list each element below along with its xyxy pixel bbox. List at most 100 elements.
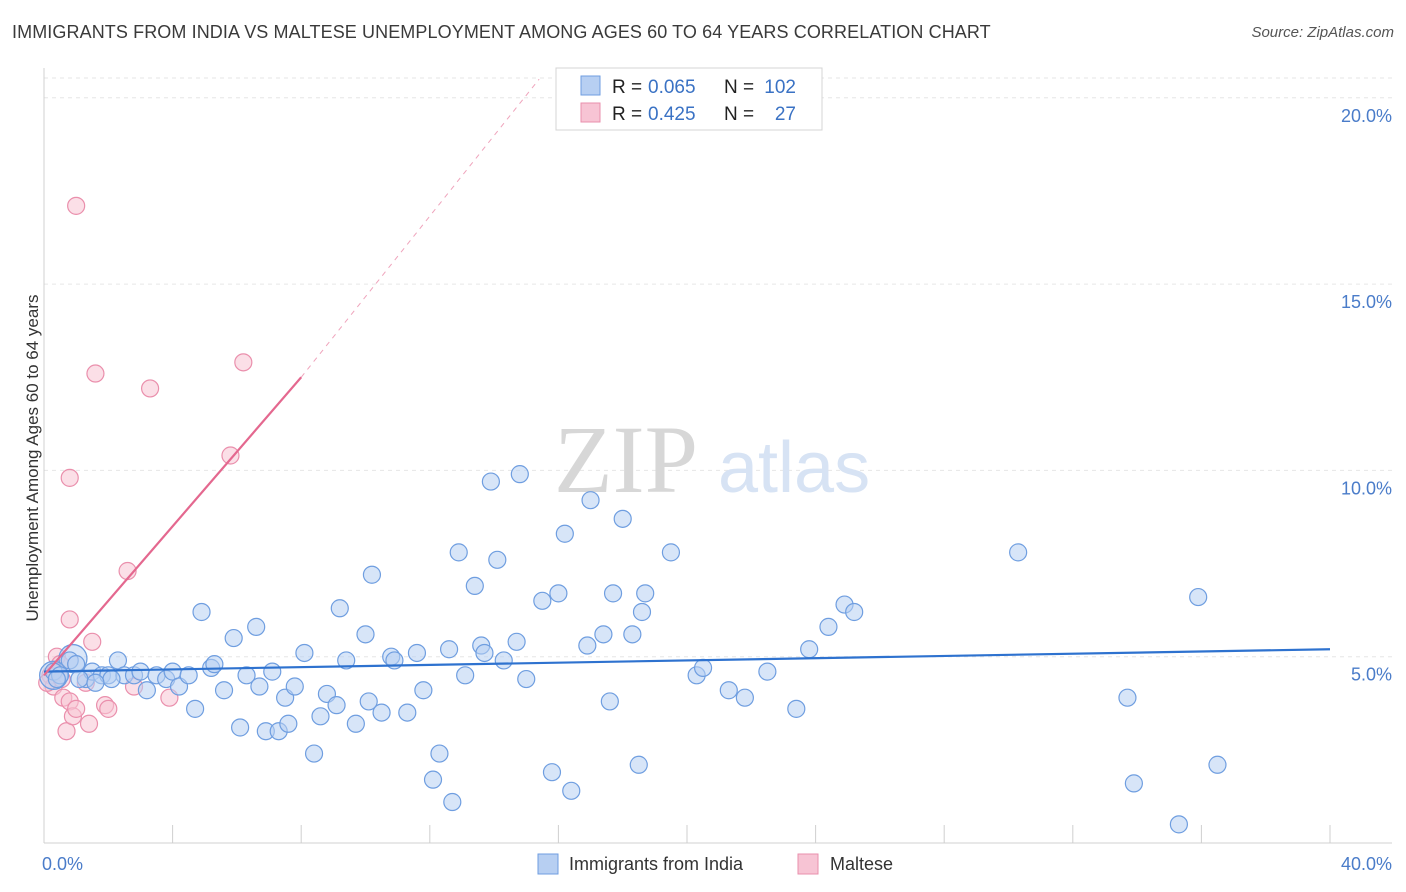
y-axis-title: Unemployment Among Ages 60 to 64 years [23,295,42,622]
india-point [758,662,777,681]
india-point [481,472,500,491]
india-point [456,666,475,685]
maltese-point [60,468,79,487]
india-point [555,524,574,543]
legend-n-value-india: 102 [764,77,796,98]
bottom-legend-swatch-india [537,853,559,875]
india-point [542,763,562,782]
source-label: Source: ZipAtlas.com [1251,24,1394,41]
india-point [407,643,427,663]
india-point [494,651,513,670]
india-point [311,707,330,726]
svg-text:ZIP: ZIP [554,406,698,513]
y-tick-label-10: 10.0% [1341,478,1392,498]
maltese-point [67,699,86,718]
india-point [594,625,613,644]
india-point [346,714,365,733]
india-point [507,632,526,651]
india-point [250,677,269,696]
india-point [295,643,314,663]
india-point [719,681,738,700]
maltese-point [79,714,99,733]
india-point [613,509,632,528]
x-tick-label-max: 40.0% [1341,854,1392,874]
legend-n-value-maltese: 27 [775,104,796,125]
india-point [214,681,234,700]
india-point [224,628,243,648]
maltese-point [86,364,105,383]
india-point [549,584,568,603]
chart-title: IMMIGRANTS FROM INDIA VS MALTESE UNEMPLO… [12,22,991,42]
legend-r-value-maltese: 0.425 [648,104,696,125]
legend-r-label-maltese: R = [612,104,642,125]
india-point [359,692,378,711]
india-point [263,662,282,681]
india-point [237,666,256,685]
y-tick-label-15: 15.0% [1341,292,1392,312]
india-point [414,681,433,700]
y-axis-tick-labels: 5.0% 10.0% 15.0% 20.0% [1341,106,1392,685]
y-tick-label-5: 5.0% [1351,665,1392,685]
maltese-point [234,353,253,372]
maltese-point [67,196,86,215]
india-point [70,669,89,689]
india-point [1208,755,1227,774]
india-point [600,692,619,711]
india-point [330,599,349,618]
india-point [632,602,652,622]
legend-swatch-maltese [580,102,601,123]
india-point [510,465,529,484]
india-point [800,640,819,659]
maltese-point [221,446,240,465]
india-point [845,602,864,622]
india-point [179,666,198,685]
bottom-legend-label-maltese: Maltese [830,854,893,874]
india-point [1124,774,1143,793]
watermark: ZIP atlas [554,406,870,513]
india-point [581,491,600,510]
india-point [231,718,250,737]
india-point [603,584,623,603]
india-point [465,576,484,596]
india-point [285,677,304,696]
y-tick-label-20: 20.0% [1341,106,1392,126]
legend-box: R = 0.065 N = 102 R = 0.425 N = 27 [555,67,823,131]
india-point [661,543,681,562]
india-point [1118,688,1137,707]
india-point [192,602,211,622]
india-point [443,792,462,812]
india-point [439,640,459,659]
legend-r-value-india: 0.065 [648,77,696,98]
trend-lines [43,78,1331,677]
india-point [693,658,713,677]
india-point [131,662,150,681]
india-point [362,565,382,584]
india-point [1169,815,1188,834]
india-point [337,651,356,670]
india-point [735,688,754,707]
india-point [787,699,806,718]
india-point [629,755,648,774]
india-point [449,543,468,562]
india-point [578,636,597,655]
maltese-point [60,610,79,629]
india-point [430,744,449,763]
india-point [423,770,443,789]
maltese-point [99,699,118,718]
india-point [623,625,642,644]
india-point [86,673,105,692]
india-points [38,465,1227,834]
india-point [205,655,224,674]
maltese-trend-extension [300,78,540,378]
india-point [488,550,507,569]
bottom-legend: Immigrants from India Maltese [537,853,893,875]
india-point [327,696,346,715]
india-point [137,681,156,700]
india-point [517,669,536,689]
india-point [1009,543,1028,562]
india-point [533,591,552,610]
india-point [186,699,205,718]
india-point [636,584,655,603]
india-point [304,744,324,763]
